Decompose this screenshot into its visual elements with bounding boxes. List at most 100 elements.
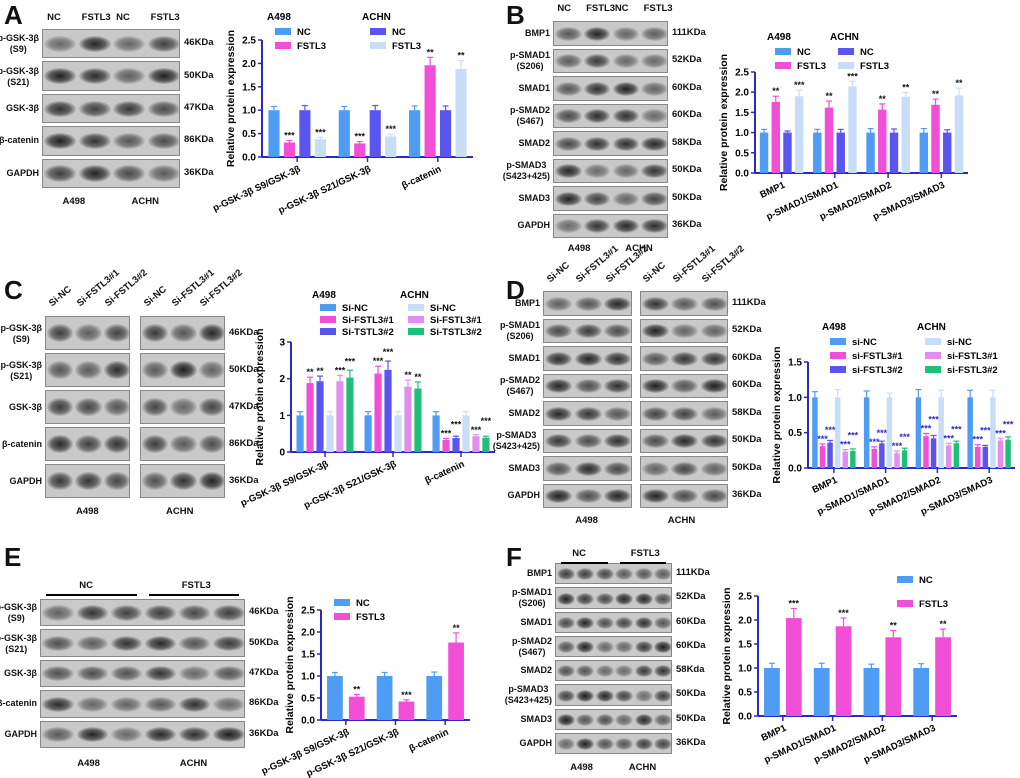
bar-chart-E: 0.0 0.5 1.0 1.5 2.0 2.5 Relative protein expre…: [260, 596, 470, 778]
significance-label: ***: [335, 365, 346, 375]
legend-swatch: [897, 600, 913, 607]
significance-label: **: [955, 78, 963, 88]
protein-band: [612, 191, 640, 206]
group-bar: [148, 594, 239, 596]
protein-band: [583, 81, 611, 96]
protein-band: [574, 379, 602, 394]
protein-band: [641, 379, 669, 394]
y-tick-label: 0.0: [735, 169, 749, 180]
protein-band: [179, 635, 211, 652]
molecular-weight: 52KDa: [672, 54, 702, 66]
lane-label: NC: [116, 12, 130, 23]
bar: [426, 676, 443, 720]
molecular-weight: 60KDa: [672, 81, 702, 93]
blot-row: [140, 464, 225, 498]
row-label: SMAD2: [508, 408, 540, 419]
protein-band: [671, 406, 699, 421]
protein-band: [615, 641, 634, 654]
protein-band: [612, 54, 640, 69]
group-bar: [46, 594, 137, 596]
legend-label: FSTL3: [356, 612, 385, 623]
protein-band: [103, 323, 129, 343]
protein-name: BMP1: [524, 27, 550, 38]
protein-band: [641, 489, 669, 504]
bar: [836, 132, 845, 173]
bar: [327, 676, 343, 720]
bar: [374, 373, 382, 452]
protein-name: p-GSK-3β: [0, 602, 37, 613]
bar: [759, 132, 769, 173]
legend-swatch: [830, 352, 846, 359]
protein-band: [545, 296, 573, 311]
y-tick-label: 1.5: [788, 358, 802, 369]
bar: [848, 86, 857, 173]
protein-band: [641, 109, 667, 124]
phospho-site: (S467): [518, 646, 546, 657]
protein-name: SMAD1: [508, 352, 540, 363]
bar: [306, 383, 314, 452]
protein-band: [576, 713, 595, 726]
protein-band: [103, 471, 129, 491]
row-label: GAPDH: [6, 168, 39, 179]
blot-row: [45, 427, 130, 461]
y-tick-label: 1.5: [738, 640, 752, 651]
bar: [842, 451, 848, 468]
bar-chart-A: 0.0 0.5 1.0 1.5 2.0 2.5 Relative protein expre…: [211, 12, 473, 216]
bar: [931, 104, 940, 173]
x-tick-label: BMP1: [760, 722, 789, 743]
protein-band: [654, 713, 671, 726]
protein-name: GSK-3β: [9, 401, 42, 412]
protein-name: p-SMAD2: [512, 635, 552, 646]
protein-band: [555, 191, 582, 206]
protein-band: [113, 133, 146, 150]
bar-chart-F: 0.0 0.5 1.0 1.5 2.0 2.5 Relative protein expre…: [721, 575, 957, 766]
bar: [835, 626, 852, 716]
protein-name: p-SMAD1: [510, 50, 550, 61]
row-label: GSK-3β: [9, 402, 42, 413]
significance-label: ***: [373, 356, 384, 366]
row-label: GSK-3β: [4, 668, 37, 679]
panel-label-D: D: [506, 275, 525, 305]
legend-swatch: [838, 62, 854, 69]
protein-band: [147, 100, 179, 117]
protein-name: SMAD1: [518, 82, 550, 93]
protein-band: [583, 191, 611, 206]
bar: [452, 438, 460, 452]
phospho-site: (S21): [5, 643, 28, 654]
legend-swatch: [925, 338, 941, 345]
phospho-site: (S9): [12, 333, 30, 344]
legend-group-title: ACHN: [400, 290, 429, 301]
protein-band: [641, 219, 667, 234]
protein-band: [641, 434, 669, 449]
legend-label: si-NC: [852, 337, 877, 348]
protein-band: [700, 461, 728, 476]
blot-row: [45, 390, 130, 424]
row-label: β-catenin: [0, 135, 39, 146]
blot-row: [553, 213, 668, 238]
protein-band: [556, 641, 575, 654]
blot-row: [555, 708, 672, 730]
phospho-site: (S467): [516, 116, 544, 127]
bar: [930, 438, 937, 468]
row-label: GAPDH: [9, 476, 42, 487]
blot-row: [553, 48, 668, 73]
bar: [889, 132, 899, 173]
protein-band: [604, 324, 631, 339]
legend-swatch: [775, 48, 791, 55]
protein-band: [654, 689, 671, 702]
protein-band: [42, 605, 74, 621]
bar-chart-B: 0.0 0.5 1.0 1.5 2.0 2.5 Relative protein expre…: [718, 32, 968, 223]
protein-band: [654, 665, 671, 678]
x-tick-label: β-catenin: [400, 164, 443, 192]
row-label: SMAD2: [520, 665, 552, 676]
protein-band: [615, 665, 634, 678]
protein-band: [75, 471, 102, 491]
blot-row: [543, 291, 632, 316]
protein-band: [78, 100, 111, 117]
protein-band: [147, 165, 179, 182]
bar: [394, 415, 402, 452]
molecular-weight: 46KDa: [229, 326, 259, 338]
row-label: p-GSK-3β(S21): [0, 633, 37, 655]
blot-row: [42, 158, 180, 188]
molecular-weight: 86KDa: [184, 134, 214, 146]
